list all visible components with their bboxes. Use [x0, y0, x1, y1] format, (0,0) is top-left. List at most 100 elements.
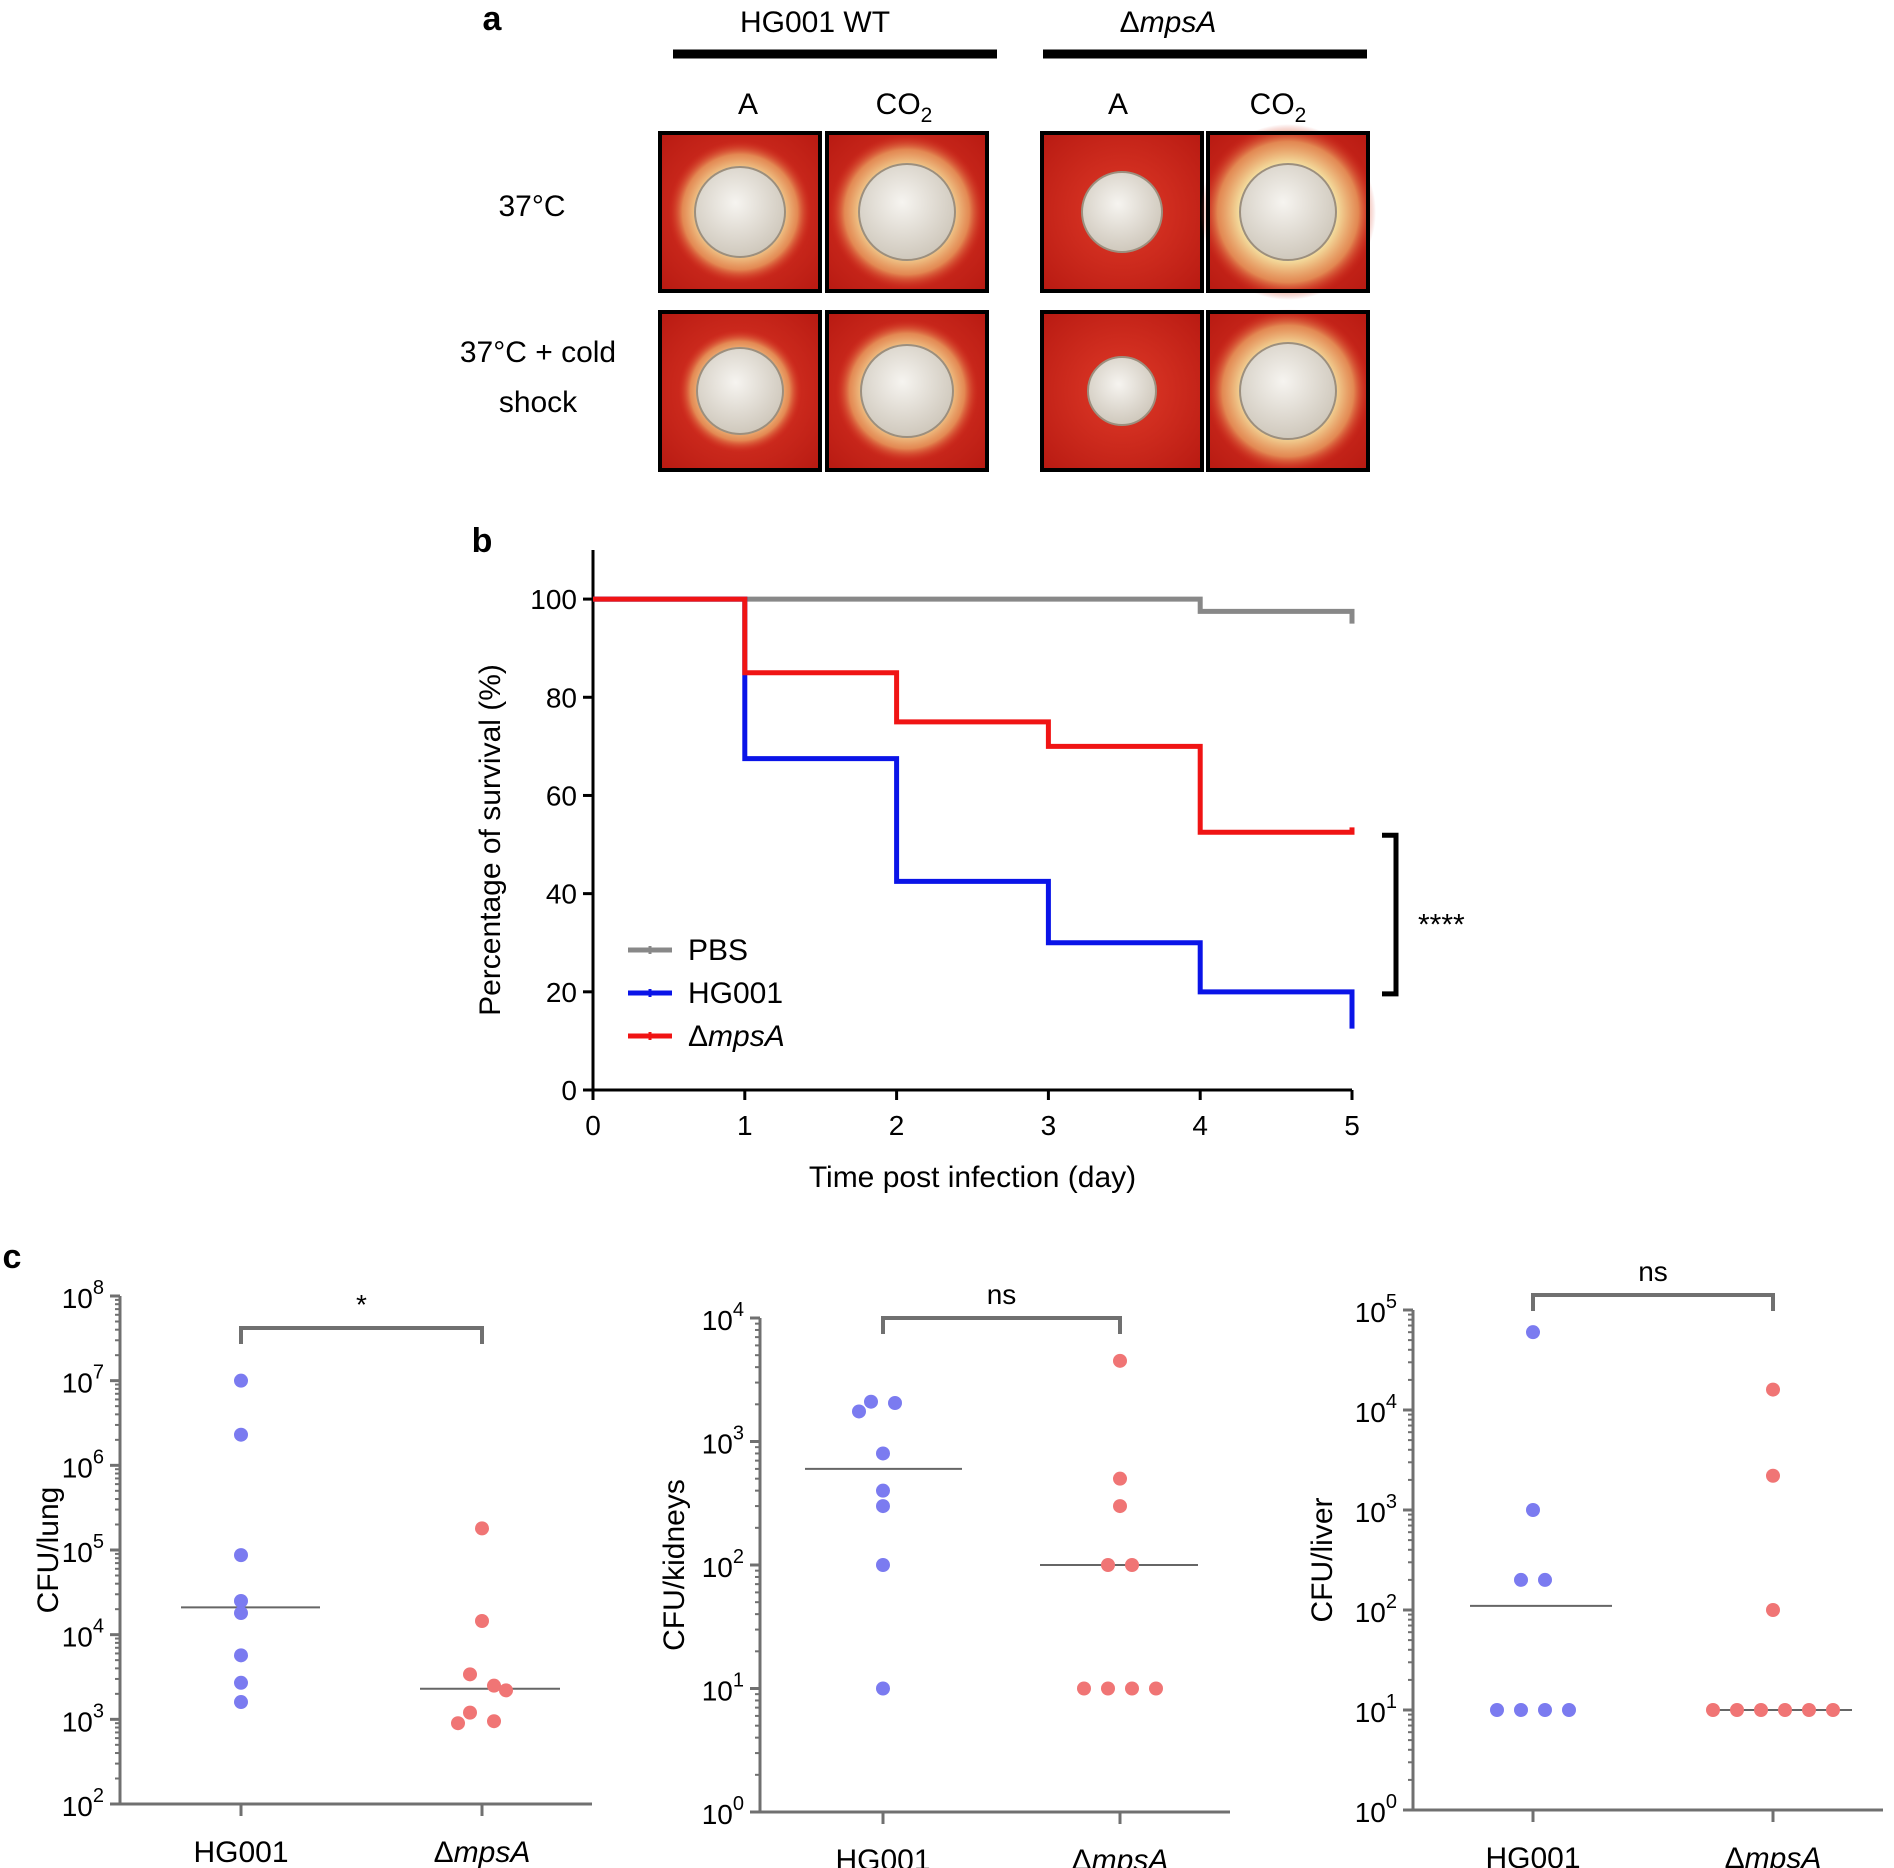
significance-label: *	[356, 1289, 367, 1320]
data-point-hg001	[876, 1499, 890, 1514]
col-label-4: CO2	[1250, 88, 1307, 127]
y-tick-label: 102	[62, 1785, 104, 1822]
b-x-tick-label: 0	[585, 1110, 601, 1141]
plate-frame	[1206, 131, 1370, 293]
data-point-hg001	[1538, 1703, 1552, 1717]
y-axis-label: CFU/kidneys	[658, 1479, 691, 1651]
y-tick-label: 101	[1355, 1691, 1397, 1728]
data-point-mpsa	[1754, 1703, 1768, 1717]
b-y-tick-label: 60	[546, 780, 577, 811]
data-point-hg001	[1562, 1703, 1576, 1717]
data-point-mpsa	[487, 1714, 501, 1729]
b-x-tick-label: 3	[1041, 1110, 1057, 1141]
data-point-hg001	[876, 1558, 890, 1572]
b-y-tick-label: 100	[530, 584, 577, 615]
col-label-1: A	[738, 88, 758, 121]
y-tick-label: 105	[1355, 1291, 1397, 1328]
agar-plate-r2-c2	[825, 310, 989, 472]
data-point-mpsa	[1101, 1558, 1115, 1572]
plate-frame	[825, 310, 989, 472]
data-point-mpsa	[1077, 1681, 1091, 1696]
significance-label: ****	[1418, 909, 1465, 942]
x-tick-label: HG001	[193, 1836, 288, 1868]
paper-disc	[1081, 171, 1163, 253]
agar-plate-r1-c2	[825, 131, 989, 293]
cfu-plot-liver: 100 101 102 103 104 105 CFU/liver HG001 ΔmpsA ns	[1306, 1256, 1883, 1868]
data-point-hg001	[234, 1427, 248, 1442]
agar-plate-r2-c3	[1040, 310, 1204, 472]
b-y-tick-label: 0	[561, 1075, 577, 1106]
data-point-hg001	[852, 1404, 866, 1419]
data-point-hg001	[864, 1394, 878, 1409]
paper-disc	[696, 347, 784, 435]
row-label-37c: 37°C	[498, 190, 565, 223]
paper-disc	[1087, 356, 1157, 426]
data-point-mpsa	[1730, 1703, 1744, 1717]
b-y-tick-label: 80	[546, 682, 577, 713]
data-point-hg001	[234, 1593, 248, 1608]
y-axis-label: CFU/lung	[32, 1487, 65, 1614]
x-tick-label: HG001	[1485, 1842, 1580, 1868]
data-point-hg001	[876, 1681, 890, 1696]
data-point-hg001	[1526, 1503, 1540, 1517]
panel-label-a: a	[483, 0, 503, 38]
data-point-hg001	[876, 1446, 890, 1461]
legend-label: PBS	[688, 934, 748, 967]
significance-label: ns	[1638, 1256, 1668, 1287]
paper-disc	[694, 166, 786, 258]
paper-disc	[1239, 342, 1337, 440]
y-tick-label: 104	[702, 1299, 744, 1336]
significance-bracket	[239, 1326, 484, 1344]
agar-plate-r2-c1	[658, 310, 822, 472]
data-point-mpsa	[1113, 1353, 1127, 1368]
data-point-hg001	[876, 1483, 890, 1498]
agar-plate-r1-c3	[1040, 131, 1204, 293]
y-tick-label: 100	[1355, 1791, 1397, 1828]
data-point-hg001	[234, 1675, 248, 1690]
data-point-hg001	[1526, 1325, 1540, 1340]
data-point-mpsa	[1766, 1382, 1780, 1397]
b-y-tick-label: 40	[546, 879, 577, 910]
data-point-mpsa	[1706, 1703, 1720, 1717]
data-point-mpsa	[1778, 1703, 1792, 1717]
data-point-mpsa	[1766, 1603, 1780, 1617]
plate-frame	[658, 131, 822, 293]
survival-line-mpsa	[593, 596, 1355, 835]
data-point-hg001	[234, 1695, 248, 1710]
y-tick-label: 103	[702, 1423, 744, 1460]
significance-label: ns	[987, 1279, 1017, 1310]
cfu-plot-kidneys: 100 101 102 103 104 CFU/kidneys HG001 ΔmpsA ns	[658, 1279, 1230, 1868]
cfu-plot-lung: 102 103 104 105 106 107 108 CFU/lung HG001 ΔmpsA *	[32, 1277, 592, 1868]
data-point-mpsa	[1149, 1681, 1163, 1696]
col-label-2: CO2	[876, 88, 933, 127]
b-x-tick-label: 2	[889, 1110, 905, 1141]
y-tick-label: 101	[702, 1670, 744, 1707]
data-point-hg001	[234, 1373, 248, 1388]
data-point-mpsa	[1101, 1681, 1115, 1696]
y-tick-label: 107	[62, 1362, 104, 1399]
data-point-mpsa	[1125, 1681, 1139, 1696]
paper-disc	[860, 344, 954, 438]
x-tick-label: ΔmpsA	[1072, 1844, 1169, 1868]
y-tick-label: 102	[1355, 1591, 1397, 1628]
agar-plate-r2-c4	[1206, 309, 1370, 473]
y-tick-label: 104	[1355, 1391, 1397, 1428]
data-point-mpsa	[1113, 1471, 1127, 1486]
panel-label-b: b	[472, 522, 493, 560]
significance-bracket	[1531, 1293, 1775, 1311]
paper-disc	[1239, 163, 1337, 261]
y-tick-label: 106	[62, 1446, 104, 1483]
significance-bracket	[881, 1316, 1122, 1334]
plate-frame	[1206, 310, 1370, 472]
data-point-mpsa	[451, 1716, 465, 1731]
b-x-tick-label: 1	[737, 1110, 753, 1141]
data-point-hg001	[1490, 1703, 1504, 1717]
paper-disc	[858, 163, 956, 261]
row-label-cold-shock-line2: shock	[499, 386, 578, 419]
plate-frame	[825, 131, 989, 293]
data-point-hg001	[234, 1606, 248, 1621]
data-point-mpsa	[1125, 1558, 1139, 1572]
col-label-3: A	[1108, 88, 1128, 121]
b-x-tick-label: 5	[1344, 1110, 1360, 1141]
